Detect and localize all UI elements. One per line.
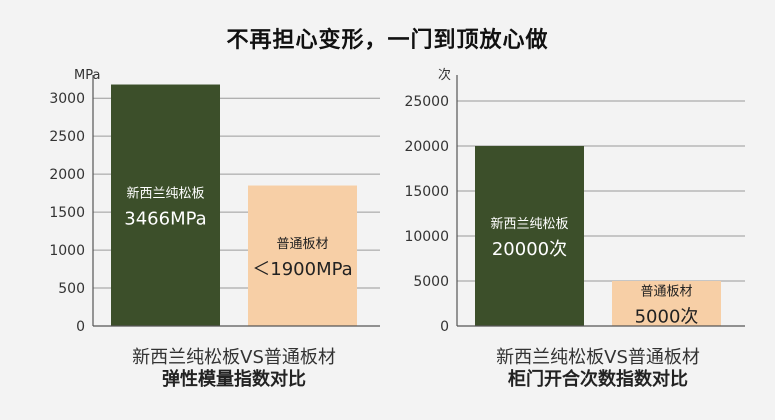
chart-0-caption-line1: 新西兰纯松板VS普通板材 (132, 347, 336, 368)
page-title: 不再担心变形，一门到顶放心做 (226, 28, 549, 53)
chart-0-y-tick-label: 2500 (49, 129, 85, 145)
chart-1-y-tick-label: 5000 (413, 274, 449, 290)
chart-0-caption: 新西兰纯松板VS普通板材 弹性模量指数对比 (84, 347, 384, 391)
chart-1-bar-1-label-1: 5000次 (635, 307, 699, 328)
chart-0-bar-1-label-1: ＜1900MPa (252, 259, 352, 280)
chart-0-y-tick-label: 3000 (49, 91, 85, 107)
chart-1-bar-1-label-0: 普通板材 (640, 285, 692, 300)
chart-0-bar-0-label-1: 3466MPa (124, 208, 206, 229)
chart-0-y-tick-label: 1000 (49, 243, 85, 259)
chart-0-bar-0 (111, 84, 220, 326)
chart-1-unit-label: 次 (438, 67, 451, 83)
chart-1-y-tick-label: 0 (440, 319, 449, 335)
chart-0-y-tick-label: 0 (76, 319, 85, 335)
chart-1-y-tick-label: 10000 (404, 229, 449, 245)
chart-0-unit-label: MPa (74, 68, 100, 83)
chart-0-bar-1-label-0: 普通板材 (276, 237, 328, 252)
chart-1-bar-0-label-0: 新西兰纯松板 (490, 216, 568, 232)
chart-0-y-tick-label: 1500 (49, 205, 85, 221)
chart-1-y-tick-label: 20000 (404, 139, 449, 155)
chart-1-caption-line2: 柜门开合次数指数对比 (508, 369, 688, 390)
chart-0-bar-1 (248, 185, 357, 326)
chart-door-cycles: 次 0 5000 10000 15000 20000 25000 新西兰纯松板 20000次普通… (404, 67, 745, 335)
chart-1-caption: 新西兰纯松板VS普通板材 柜门开合次数指数对比 (448, 347, 748, 391)
chart-0-caption-line2: 弹性模量指数对比 (162, 369, 306, 390)
chart-0-y-tick-label: 500 (58, 281, 85, 297)
chart-elastic-modulus: MPa 0 500 1000 1500 2000 2500 3000 新西兰纯松板 3466MPa… (49, 68, 380, 335)
chart-1-bar-1 (612, 281, 721, 326)
chart-1-bar-0 (475, 146, 584, 326)
chart-0-y-tick-label: 2000 (49, 167, 85, 183)
chart-1-bar-0-label-1: 20000次 (492, 239, 567, 260)
chart-0-bar-0-label-0: 新西兰纯松板 (126, 185, 204, 201)
chart-1-y-tick-label: 25000 (404, 94, 449, 110)
chart-1-y-tick-label: 15000 (404, 184, 449, 200)
chart-1-caption-line1: 新西兰纯松板VS普通板材 (496, 347, 700, 368)
